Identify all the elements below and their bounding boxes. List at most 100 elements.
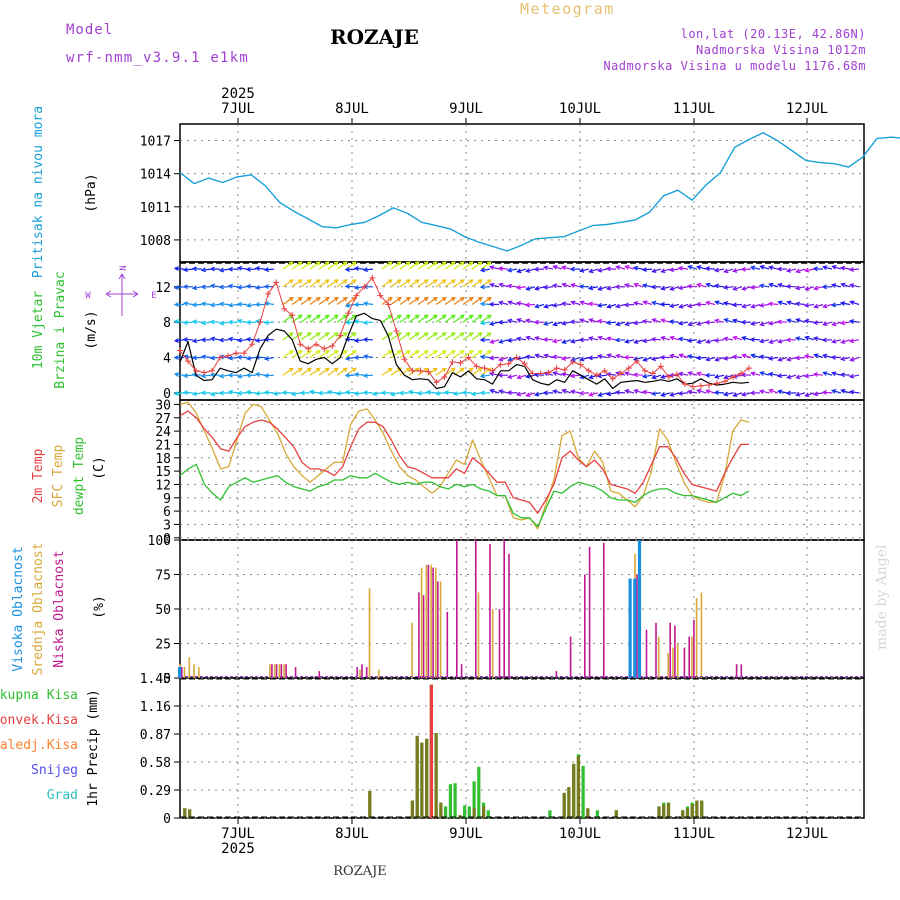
wind-arrow-head (560, 301, 567, 307)
wind-arrow-head (245, 283, 251, 289)
wind-arrow (300, 297, 312, 305)
wind-arrow-head (306, 332, 312, 337)
wind-arrow (760, 371, 770, 376)
wind-arrow (490, 283, 500, 288)
wind-arrow-head (209, 372, 215, 378)
wind-gust-marker (537, 370, 544, 377)
wind-arrow-head (758, 389, 765, 395)
wind-arrow-head (741, 303, 747, 309)
low-cloud-bar (489, 544, 491, 678)
wind-arrow-head (534, 336, 540, 341)
wind-arrow-head (569, 338, 576, 344)
wind-arrow (643, 301, 653, 306)
wind-arrow-head (785, 284, 791, 289)
wind-arrow (580, 374, 590, 379)
wind-arrow (417, 332, 429, 341)
wind-arrow (634, 267, 644, 270)
wind-arrow (489, 356, 500, 359)
mid-cloud-bar (657, 636, 660, 678)
wind-arrow-head (353, 285, 360, 290)
wind-gust-marker (697, 382, 704, 389)
wind-arrow (598, 374, 608, 377)
wind-arrow-head (182, 337, 188, 343)
low-cloud-bar (437, 581, 439, 678)
wind-arrow (517, 286, 527, 289)
high-cloud-bar (637, 540, 642, 678)
wind-arrow (679, 267, 689, 270)
wind-arrow-head (362, 320, 368, 326)
wind-arrow-head (272, 391, 279, 397)
wind-arrow-head (633, 388, 639, 394)
wind-arrow-head (236, 390, 242, 396)
wind-arrow (480, 303, 491, 306)
wind-arrow-head (288, 349, 294, 355)
wind-arrow (769, 321, 779, 325)
wind-gust-marker (401, 356, 408, 363)
wind-arrow-head (713, 267, 720, 273)
wind-arrow (751, 321, 761, 325)
wind-arrow (381, 314, 393, 323)
wind-arrow-head (396, 261, 402, 267)
wind-arrow-head (615, 265, 621, 270)
wind-arrow-head (831, 389, 837, 394)
wind-arrow-head (342, 314, 348, 320)
wind-arrow-head (396, 332, 402, 337)
low-cloud-bar (318, 671, 321, 678)
wind-arrow (670, 354, 680, 359)
wind-arrow (760, 321, 770, 326)
wind-arrow-head (786, 356, 792, 362)
wind-arrow (544, 266, 554, 270)
wind-arrow-head (288, 332, 294, 337)
wind-arrow-head (722, 336, 729, 342)
wind-arrow-head (468, 314, 474, 320)
wind-arrow-head (767, 265, 774, 271)
wind-arrow-head (668, 319, 674, 325)
wind-arrow (255, 267, 266, 270)
wind-arrow-head (333, 332, 339, 337)
mid-cloud-bar (700, 592, 703, 678)
wind-arrow-head (561, 282, 567, 288)
wind-arrow-head (486, 314, 492, 320)
wind-arrow (526, 268, 536, 272)
wind-arrow (238, 320, 248, 323)
wind-arrow-head (263, 284, 269, 290)
wind-arrow-head (588, 268, 594, 274)
wind-arrow-head (380, 390, 386, 396)
wind-arrow-head (848, 319, 855, 324)
wind-unit: (m/s) (84, 310, 99, 349)
wind-arrow-head (396, 314, 402, 320)
wind-arrow-head (263, 320, 269, 325)
wind-arrow-head (569, 373, 575, 379)
wind-arrow (840, 373, 851, 376)
wind-arrow-head (209, 336, 216, 342)
station-title: ROZAJE (330, 25, 419, 49)
wind-arrow-head (650, 336, 656, 342)
wind-arrow-head (396, 367, 402, 373)
wind-arrow-head (704, 319, 710, 325)
wind-arrow-head (432, 279, 438, 284)
wind-arrow-head (659, 301, 665, 307)
wind-arrow-head (227, 302, 234, 308)
wind-arrow-head (333, 261, 339, 267)
low-cloud-bar (432, 567, 434, 678)
wind-arrow-head (632, 301, 639, 306)
x-label-bottom: 12JUL (786, 826, 828, 842)
wind-arrow (318, 332, 330, 341)
wind-arrow (715, 356, 725, 361)
wind-arrow-head (290, 391, 297, 397)
low-cloud-bar (294, 667, 297, 678)
wind-arrow-head (236, 318, 243, 324)
wind-arrow-head (606, 353, 612, 359)
y-tick-label: 4 (163, 352, 171, 367)
wind-arrow-head (768, 388, 774, 394)
wind-arrow-head (477, 261, 483, 267)
wind-arrow-head (578, 284, 584, 289)
model-elevation-label: Nadmorska Visina u modelu 1176.68m (603, 59, 866, 73)
wind-arrow-head (624, 371, 630, 377)
wind-arrow (309, 367, 321, 376)
wind-arrow (526, 336, 536, 341)
wind-arrow (435, 332, 447, 341)
wind-arrow (517, 392, 527, 396)
wind-arrow (318, 279, 330, 288)
wind-arrow (841, 321, 851, 324)
